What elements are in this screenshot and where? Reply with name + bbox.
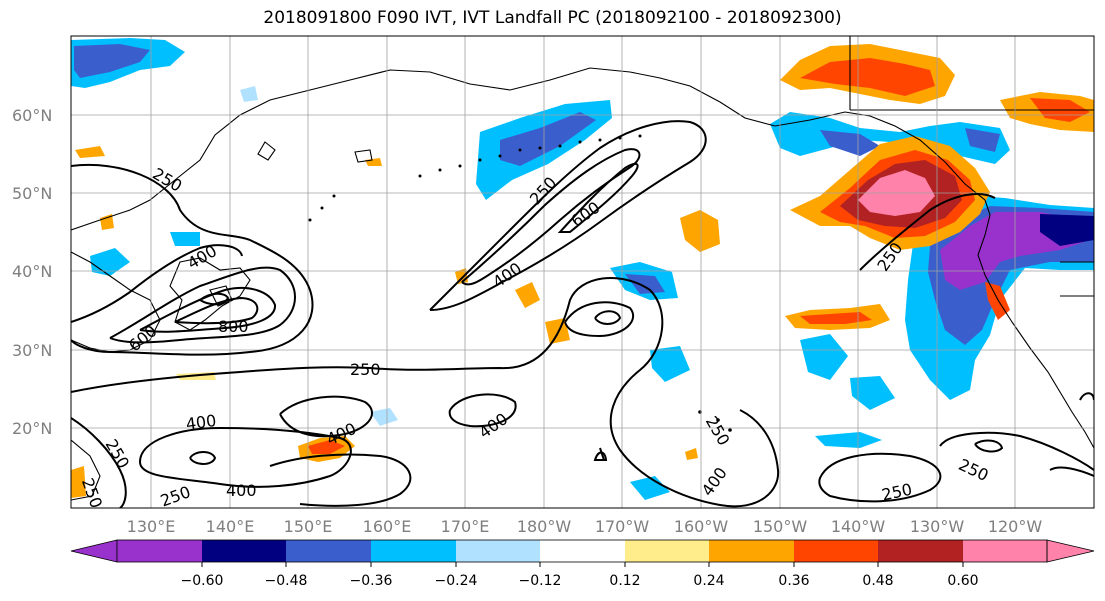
colorbar-tick-label: −0.12 [519,573,562,589]
colorbar-segment [794,540,878,562]
lon-label: 150°E [284,517,333,536]
colorbar-segment [878,540,963,562]
graticule [71,36,1094,508]
contour-label: 800 [218,317,249,336]
lon-label: 130°W [910,517,965,536]
lon-label: 180°W [517,517,572,536]
lat-label: 50°N [12,184,52,203]
lon-label: 130°E [127,517,176,536]
lat-label: 30°N [12,341,52,360]
lon-label: 160°W [674,517,729,536]
colorbar-ticks [201,562,964,567]
colorbar-tick-label: 0.24 [693,573,724,589]
map-title: 2018091800 F090 IVT, IVT Landfall PC (20… [263,8,842,28]
lon-label: 140°E [206,517,255,536]
lon-label: 120°W [988,517,1043,536]
lat-label: 60°N [12,106,52,125]
colorbar-segment [963,540,1047,562]
contour-label: 400 [185,411,218,434]
colorbar-tick-label: 0.36 [778,573,809,589]
colorbar-segment [540,540,625,562]
colorbar-segment [286,540,371,562]
colorbar-segment [117,540,202,562]
colorbar-segment [456,540,540,562]
colorbar-tick-label: 0.12 [609,573,640,589]
lat-label: 40°N [12,262,52,281]
longitude-labels: 130°E 140°E 150°E 160°E 170°E 180°W 170°… [127,517,1043,536]
lon-label: 170°W [595,517,650,536]
colorbar-frame [116,539,1048,563]
lon-label: 150°W [753,517,808,536]
colorbar-segment [709,540,794,562]
colorbar-tick-label: −0.48 [265,573,308,589]
map-content: 250 250 400 600 400 800 600 250 400 400 … [71,36,1094,508]
colorbar-left-arrow [70,539,118,563]
colorbar-tick-label: −0.36 [350,573,393,589]
colorbar-tick-label: 0.60 [947,573,978,589]
colorbar-segment [202,540,286,562]
map-frame [70,35,1095,509]
negative-shading [71,38,1094,500]
lon-label: 160°E [363,517,412,536]
colorbar: −0.60 −0.48 −0.36 −0.24 −0.12 0.12 0.24 … [70,539,1095,589]
colorbar-tick-label: −0.60 [181,573,224,589]
contour-label: 250 [350,360,381,379]
lon-label: 140°W [831,517,886,536]
colorbar-segment [371,540,456,562]
colorbar-right-arrow [1046,539,1095,563]
contour-label: 400 [226,481,257,500]
lon-label: 170°E [441,517,490,536]
colorbar-tick-label: 0.48 [862,573,893,589]
positive-shading [71,44,1094,498]
colorbar-tick-label: −0.24 [435,573,478,589]
latitude-labels: 60°N 50°N 40°N 30°N 20°N [12,106,52,438]
coastlines [71,36,1094,501]
ivt-contours [71,120,1094,508]
lat-label: 20°N [12,419,52,438]
aleutian-islands [308,134,732,432]
colorbar-segment [625,540,709,562]
